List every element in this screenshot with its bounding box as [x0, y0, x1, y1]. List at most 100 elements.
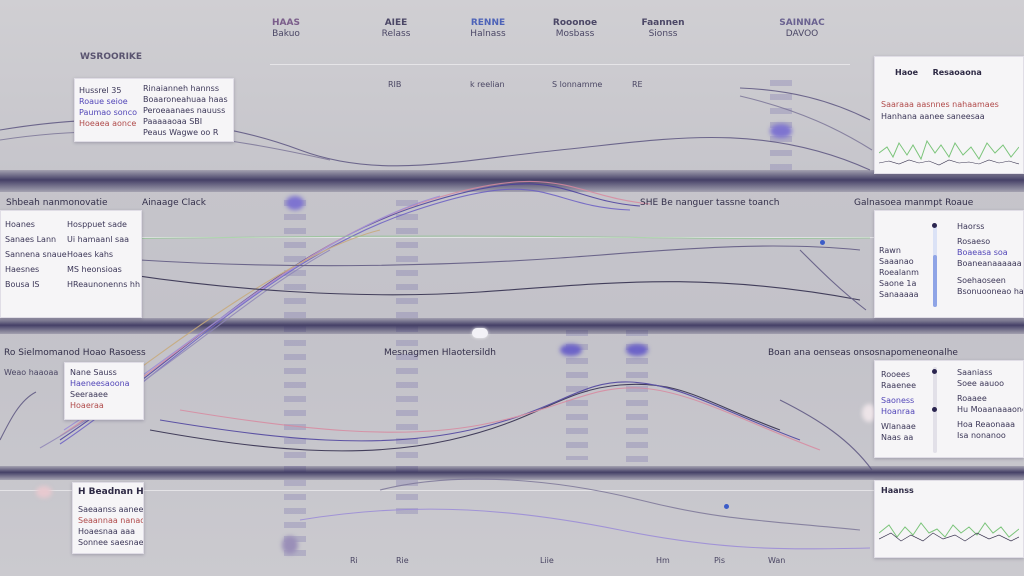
ghost-column	[626, 330, 648, 470]
card-title: Resaoaona	[932, 68, 982, 77]
divider-band	[0, 466, 1024, 480]
rule-label: RE	[632, 80, 643, 89]
flow-line	[59, 183, 641, 441]
card-line: Hoa Reaonaaa	[957, 420, 1016, 429]
header-column[interactable]: AIEE Relass	[376, 18, 416, 40]
card-line: Hoanes	[5, 220, 35, 229]
card-line: Ui hamaanl saa	[67, 235, 129, 244]
card-line: Naas aa	[881, 433, 914, 442]
card-title: Haoe	[895, 68, 919, 77]
flow-line	[99, 269, 861, 301]
axis-tick: Rie	[396, 556, 409, 565]
row2-right-label: Galnasoea manmpt Roaue	[854, 198, 974, 208]
header-column[interactable]: Faannen Sionss	[636, 18, 690, 40]
row2-left-label: Shbeah nanmonovatie	[6, 198, 108, 208]
card-line: Wlanaae	[881, 422, 916, 431]
divider-band	[0, 318, 1024, 334]
info-card-top-left[interactable]: Hussrel 35 Roaue seioe Paumao sonco Hoea…	[74, 78, 234, 142]
node-marker	[820, 240, 825, 245]
header-column-title: RENNE	[470, 18, 506, 28]
rule-label: S lonnamme	[552, 80, 603, 89]
node-marker	[724, 504, 729, 509]
header-column[interactable]: Rooonoe Mosbass	[548, 18, 602, 40]
card-line: Hoaesnaa aaa	[78, 527, 136, 536]
card-line: Saeaanss aanee	[78, 505, 144, 514]
card-line: Sanaaaaa	[879, 290, 919, 299]
divider-band	[0, 170, 1024, 192]
glow-dot	[626, 344, 648, 356]
info-card-row2-left[interactable]: Hoanes Sanaes Lann Sannena snaue Haesnes…	[0, 210, 142, 318]
axis-tick: Pis	[714, 556, 726, 565]
flow-line	[139, 245, 861, 267]
card-line: Soee aauoo	[957, 379, 1005, 388]
card-line: Rawn	[879, 246, 901, 255]
card-line: Rooees	[881, 370, 910, 379]
card-line: Saoness	[881, 396, 915, 405]
sparkline	[879, 139, 1019, 166]
flow-line	[149, 383, 781, 452]
header-column[interactable]: HAAS Bakuo	[266, 18, 306, 40]
slider-track[interactable]	[932, 367, 937, 453]
info-card-row3-left[interactable]: Nane Sauss Haeneesaoona Seeraaee Hoaeraa	[64, 362, 144, 420]
card-line: Bousa IS	[5, 280, 40, 289]
axis-tick: Hm	[656, 556, 670, 565]
flow-line	[0, 391, 37, 441]
header-column[interactable]: SAINNAC DAVOO	[760, 18, 844, 40]
info-card-row3-right[interactable]: Rooees Raaenee Saoness Hoanraa Wlanaae N…	[874, 360, 1024, 458]
slider-handle[interactable]	[932, 369, 937, 374]
sparkline	[879, 522, 1019, 542]
header-column-title: Faannen	[641, 18, 685, 28]
card-line: Hosppuet sade	[67, 220, 127, 229]
header-column-title: AIEE	[384, 18, 408, 28]
card-line: MS heonsioas	[67, 265, 122, 274]
flow-line	[739, 87, 871, 121]
card-line: Saaanao	[879, 257, 914, 266]
brand-label: WSROORIKE	[80, 52, 143, 62]
info-card-row2-right[interactable]: Rawn Saaanao Roealanm Saone 1a Sanaaaaa …	[874, 210, 1024, 318]
header-column-subtitle: Halnass	[470, 29, 506, 39]
center-toggle[interactable]	[472, 328, 488, 338]
card-title: Haanss	[881, 486, 914, 495]
slider-handle[interactable]	[932, 223, 937, 228]
slider-track[interactable]	[932, 223, 937, 307]
flow-line	[59, 181, 651, 437]
card-line: Rosaeso	[957, 237, 991, 246]
card-line: Seaannaa nanaoa	[78, 516, 144, 525]
axis-tick: Ri	[350, 556, 358, 565]
card-line: Saaniass	[957, 368, 993, 377]
flow-line	[159, 381, 801, 442]
card-line: Nane Sauss	[70, 368, 117, 377]
info-card-row4-left[interactable]: H Beadnan Hlae Saeaanss aanee Seaannaa n…	[72, 482, 144, 554]
header-column-title: SAINNAC	[779, 18, 825, 28]
info-card-top-right[interactable]: Haoe Resaoaona Saaraaa aasnnes nahaamaes…	[874, 56, 1024, 174]
flow-line	[739, 95, 873, 151]
axis-tick: Wan	[768, 556, 786, 565]
card-line: Seeraaee	[70, 390, 108, 399]
card-line: Bsonuooneao haao	[957, 287, 1024, 296]
rule-label: k reelian	[470, 80, 505, 89]
row3-center-label: Mesnagmen Hlaotersildh	[384, 348, 496, 358]
rule-line	[270, 64, 850, 65]
card-line: Haeneesaoona	[70, 379, 130, 388]
header-column[interactable]: RENNE Halnass	[466, 18, 510, 40]
card-line: Raaenee	[881, 381, 917, 390]
card-line: Paumao sonco	[79, 108, 137, 117]
card-line: Roaue seioe	[79, 97, 128, 106]
row3-sub-label: Weao haaoaa	[4, 368, 59, 377]
flow-line	[59, 188, 631, 445]
info-card-row4-right[interactable]: Haanss	[874, 480, 1024, 558]
card-line: Hussrel 35	[79, 86, 122, 95]
header-column-subtitle: Relass	[381, 29, 411, 39]
card-line: Boaneanaaaaaa	[957, 259, 1022, 268]
header-column-subtitle: DAVOO	[785, 29, 819, 39]
card-line: Paaaaaoaa SBI	[143, 117, 203, 126]
axis-tick: Liie	[540, 556, 554, 565]
card-line: HReaunonenns hh	[67, 280, 141, 289]
header-column-title: HAAS	[272, 18, 300, 28]
card-line: Roaaee	[957, 394, 987, 403]
glow-dot	[560, 344, 582, 356]
slider-handle[interactable]	[932, 407, 937, 412]
glow-dot	[286, 196, 304, 210]
card-line: Peroeaanaes nauuss	[143, 106, 226, 115]
row3-left-label: Ro Sielmomanod Hoao Rasoess	[4, 348, 146, 358]
